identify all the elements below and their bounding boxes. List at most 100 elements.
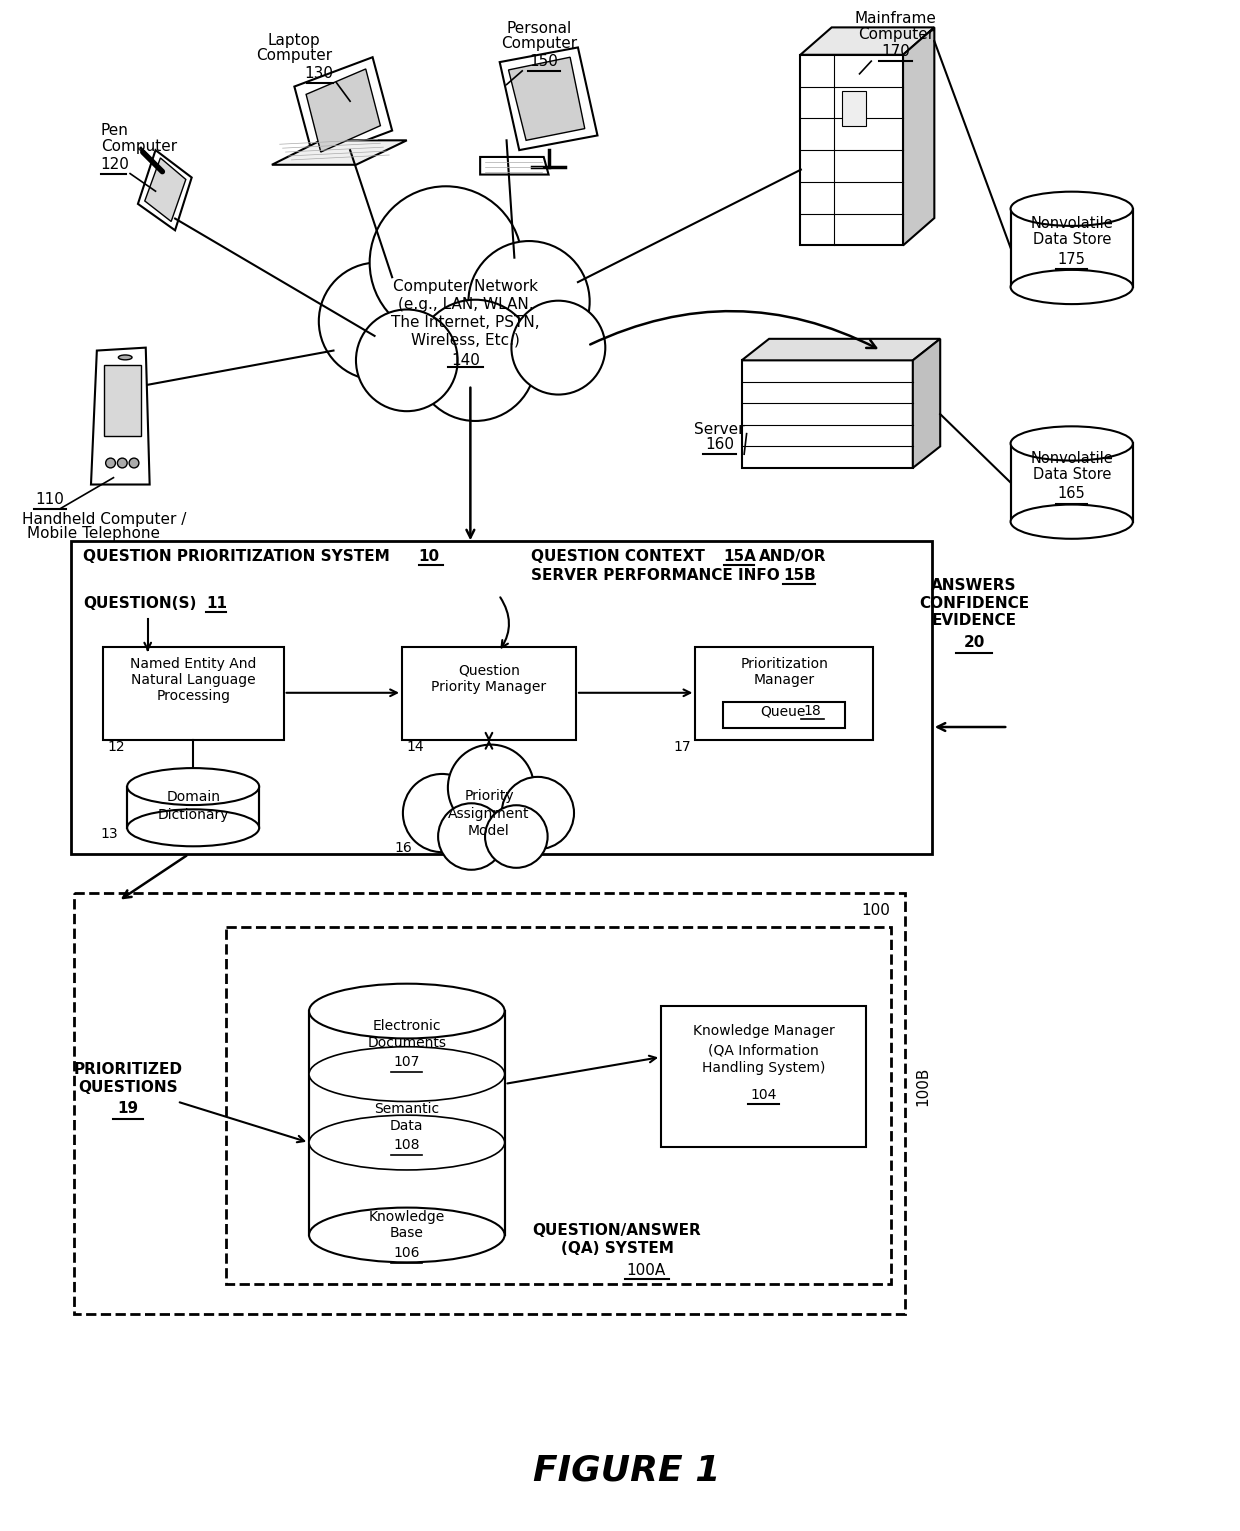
Text: 175: 175 [1058,251,1086,266]
Text: QUESTIONS: QUESTIONS [78,1079,179,1095]
Circle shape [438,804,505,870]
FancyBboxPatch shape [74,893,905,1314]
Ellipse shape [1011,426,1133,461]
Ellipse shape [118,355,131,360]
Text: 106: 106 [393,1246,420,1260]
Circle shape [502,776,574,850]
Ellipse shape [1011,191,1133,227]
Text: Nonvolatile: Nonvolatile [1030,216,1114,231]
Circle shape [403,775,481,853]
Ellipse shape [309,1208,505,1263]
Text: 130: 130 [304,66,334,81]
Text: AND/OR: AND/OR [759,548,826,563]
Ellipse shape [309,1115,505,1170]
Polygon shape [145,158,186,222]
Text: SERVER PERFORMANCE INFO: SERVER PERFORMANCE INFO [531,568,780,583]
Text: 110: 110 [36,491,64,507]
Circle shape [414,300,536,421]
Text: QUESTION/ANSWER: QUESTION/ANSWER [533,1223,702,1239]
Text: QUESTION CONTEXT: QUESTION CONTEXT [531,548,704,563]
Circle shape [129,458,139,468]
Text: 140: 140 [451,352,480,367]
Text: 100: 100 [862,903,890,917]
Text: PRIORITIZED: PRIORITIZED [73,1063,182,1078]
Text: Personal: Personal [506,21,572,35]
Text: ANSWERS: ANSWERS [931,579,1017,592]
Text: Computer: Computer [501,37,577,52]
FancyBboxPatch shape [742,360,913,468]
Text: Processing: Processing [156,689,231,703]
Text: Knowledge Manager: Knowledge Manager [693,1024,835,1038]
Text: QUESTION(S): QUESTION(S) [83,596,196,611]
Circle shape [319,262,436,380]
Text: The Internet, PSTN,: The Internet, PSTN, [391,315,539,329]
Polygon shape [500,47,598,150]
Text: Mainframe: Mainframe [854,11,936,26]
Polygon shape [742,338,940,360]
Text: (QA) SYSTEM: (QA) SYSTEM [560,1242,673,1255]
Text: Handheld Computer /: Handheld Computer / [21,511,186,527]
Text: Semantic: Semantic [374,1102,439,1116]
Text: Documents: Documents [367,1036,446,1050]
Text: Base: Base [389,1226,424,1240]
Text: Electronic: Electronic [372,1020,441,1033]
Text: CONFIDENCE: CONFIDENCE [919,596,1029,611]
Text: Question: Question [458,663,520,677]
Text: Data: Data [391,1119,424,1133]
Text: Wireless, Etc.): Wireless, Etc.) [410,332,520,348]
Text: Server: Server [694,421,745,436]
Text: Computer: Computer [858,26,934,41]
Polygon shape [903,28,934,245]
Polygon shape [913,338,940,468]
Circle shape [105,458,115,468]
FancyBboxPatch shape [309,1010,505,1236]
Text: Computer: Computer [257,47,332,63]
Text: Manager: Manager [754,674,815,687]
Text: (e.g., LAN, WLAN,: (e.g., LAN, WLAN, [398,297,533,312]
Text: 150: 150 [529,54,558,69]
Polygon shape [294,57,392,159]
Text: QUESTION PRIORITIZATION SYSTEM: QUESTION PRIORITIZATION SYSTEM [83,548,389,563]
Polygon shape [508,57,585,141]
Polygon shape [480,158,548,175]
Text: 10: 10 [419,548,440,563]
Text: Handling System): Handling System) [702,1061,826,1075]
Text: Computer: Computer [100,139,177,155]
Text: Queue: Queue [760,704,806,718]
Text: 160: 160 [706,438,734,452]
Text: Named Entity And: Named Entity And [130,657,257,671]
Circle shape [511,300,605,395]
FancyBboxPatch shape [128,787,259,828]
Text: EVIDENCE: EVIDENCE [931,614,1017,628]
Text: Natural Language: Natural Language [131,674,255,687]
Circle shape [356,309,458,412]
Circle shape [118,458,128,468]
Text: Mobile Telephone: Mobile Telephone [27,527,160,542]
FancyBboxPatch shape [723,701,844,727]
Text: 11: 11 [206,596,227,611]
Text: 19: 19 [118,1101,139,1116]
Ellipse shape [128,810,259,847]
Text: 104: 104 [750,1087,777,1102]
Polygon shape [272,141,407,165]
FancyBboxPatch shape [800,55,903,245]
Polygon shape [138,150,192,230]
Text: Model: Model [467,824,510,837]
Text: 16: 16 [394,841,412,856]
Text: FIGURE 1: FIGURE 1 [533,1453,720,1487]
Circle shape [485,805,548,868]
Text: Knowledge: Knowledge [368,1209,445,1223]
Text: Prioritization: Prioritization [740,657,828,671]
Text: 108: 108 [393,1139,420,1153]
FancyBboxPatch shape [72,542,932,854]
Ellipse shape [1011,269,1133,305]
Ellipse shape [128,769,259,805]
Polygon shape [306,69,381,152]
Text: 17: 17 [673,741,692,755]
FancyBboxPatch shape [1011,208,1133,286]
Text: 15B: 15B [784,568,816,583]
Text: 15A: 15A [724,548,756,563]
Text: 13: 13 [100,827,118,842]
Text: 100B: 100B [915,1067,930,1107]
FancyBboxPatch shape [402,646,575,739]
